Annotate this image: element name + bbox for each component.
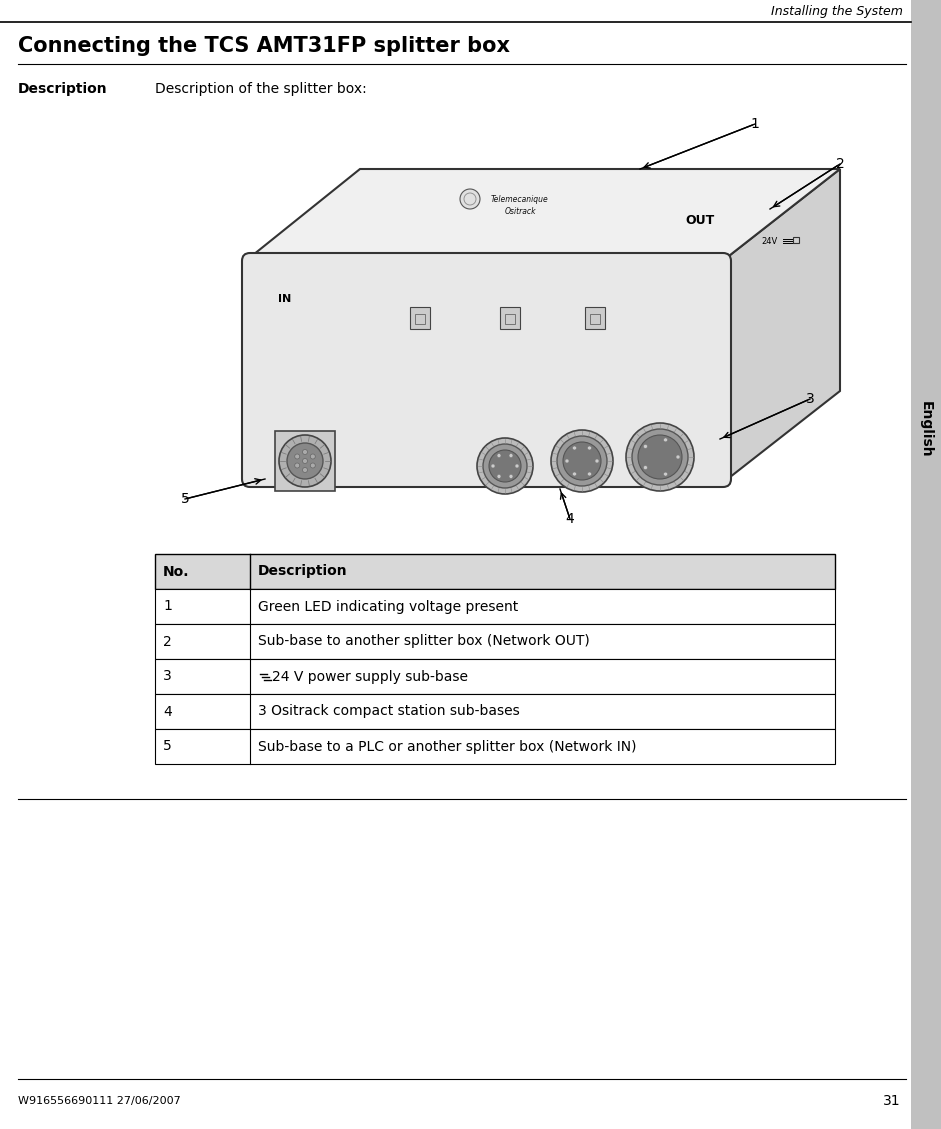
Bar	[793, 237, 799, 243]
Circle shape	[295, 454, 299, 460]
Text: 1: 1	[163, 599, 172, 613]
Circle shape	[663, 438, 667, 441]
Text: OUT: OUT	[685, 215, 714, 228]
Text: 3 Ositrack compact station sub-bases: 3 Ositrack compact station sub-bases	[258, 704, 519, 718]
Circle shape	[572, 446, 577, 450]
Circle shape	[302, 467, 308, 473]
Text: 5: 5	[181, 492, 189, 506]
Circle shape	[509, 454, 513, 457]
Circle shape	[279, 435, 331, 487]
Bar	[275, 431, 335, 491]
Text: 4: 4	[566, 511, 574, 526]
Circle shape	[638, 435, 682, 479]
Text: Telemecanique: Telemecanique	[491, 194, 549, 203]
Text: English: English	[919, 401, 933, 457]
Circle shape	[311, 454, 315, 460]
Bar	[155, 694, 835, 729]
Circle shape	[287, 443, 323, 479]
Circle shape	[515, 464, 519, 469]
Text: Sub-base to another splitter box (Network OUT): Sub-base to another splitter box (Networ…	[258, 634, 590, 648]
Text: Connecting the TCS AMT31FP splitter box: Connecting the TCS AMT31FP splitter box	[18, 36, 510, 56]
Circle shape	[295, 463, 299, 469]
Circle shape	[626, 423, 694, 491]
Polygon shape	[248, 169, 840, 259]
Text: 5: 5	[163, 739, 172, 753]
Text: 24V: 24V	[762, 236, 778, 245]
Bar	[500, 307, 520, 329]
Text: Description of the splitter box:: Description of the splitter box:	[155, 82, 367, 96]
Text: Green LED indicating voltage present: Green LED indicating voltage present	[258, 599, 518, 613]
Bar	[155, 624, 835, 659]
Bar	[410, 307, 430, 329]
Text: Description: Description	[258, 564, 347, 578]
Circle shape	[302, 449, 308, 455]
Bar	[155, 729, 835, 764]
Text: Ositrack: Ositrack	[504, 207, 535, 216]
Circle shape	[460, 189, 480, 209]
Circle shape	[565, 460, 569, 463]
Polygon shape	[248, 259, 725, 481]
Text: 31: 31	[884, 1094, 901, 1108]
Circle shape	[595, 460, 599, 463]
Circle shape	[489, 450, 521, 482]
Bar	[911, 0, 941, 1129]
Bar	[585, 307, 605, 329]
Polygon shape	[725, 169, 840, 481]
Circle shape	[563, 441, 601, 480]
Text: W916556690111 27/06/2007: W916556690111 27/06/2007	[18, 1096, 181, 1106]
Text: Sub-base to a PLC or another splitter box (Network IN): Sub-base to a PLC or another splitter bo…	[258, 739, 636, 753]
Circle shape	[491, 464, 495, 469]
Text: 24 V power supply sub-base: 24 V power supply sub-base	[272, 669, 468, 683]
Circle shape	[587, 446, 592, 450]
FancyBboxPatch shape	[242, 253, 731, 487]
Circle shape	[509, 474, 513, 479]
Circle shape	[477, 438, 533, 495]
Text: IN: IN	[279, 294, 292, 304]
Circle shape	[572, 472, 577, 476]
Circle shape	[663, 472, 667, 476]
Bar	[415, 314, 425, 324]
Circle shape	[644, 465, 647, 470]
Circle shape	[587, 472, 592, 476]
Text: 4: 4	[163, 704, 172, 718]
Circle shape	[557, 436, 607, 485]
Bar	[155, 554, 835, 589]
Circle shape	[644, 445, 647, 448]
Text: Description: Description	[18, 82, 107, 96]
Text: 1: 1	[751, 117, 759, 131]
Circle shape	[676, 455, 680, 460]
Text: Installing the System: Installing the System	[771, 5, 903, 18]
Circle shape	[483, 444, 527, 488]
Bar	[155, 659, 835, 694]
Bar	[155, 589, 835, 624]
Circle shape	[497, 454, 501, 457]
Bar	[505, 314, 515, 324]
Text: 2: 2	[163, 634, 172, 648]
Text: 2: 2	[836, 157, 844, 170]
Text: 3: 3	[805, 392, 814, 406]
Text: No.: No.	[163, 564, 189, 578]
Text: 3: 3	[163, 669, 172, 683]
Circle shape	[632, 429, 688, 485]
Circle shape	[551, 430, 613, 492]
Circle shape	[497, 474, 501, 479]
Circle shape	[302, 458, 308, 464]
Circle shape	[311, 463, 315, 469]
Bar	[590, 314, 600, 324]
